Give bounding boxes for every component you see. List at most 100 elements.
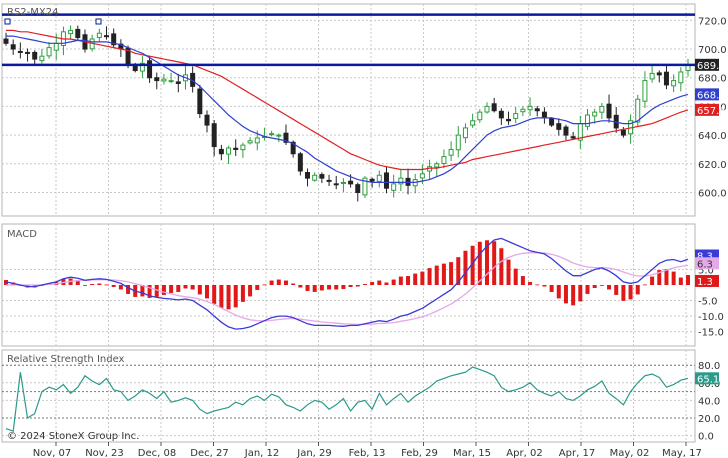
candle-body [534,108,540,112]
macd-axis-tick-label: -10.0 [698,312,724,323]
line-handle-right[interactable] [95,18,102,25]
rsi-value-tag: 65.1 [697,374,719,385]
candle-body [348,180,354,185]
candle-body [218,148,224,155]
x-tick-label: Dec, 08 [138,448,176,458]
price-axis-tick-label: 640.0 [698,131,727,142]
histogram-value-tag-bg [695,274,719,287]
candle-body [642,80,648,102]
macd-histogram-bar [506,259,511,285]
moving-average-slow-line [6,29,689,171]
macd-histogram-bar [197,285,202,295]
macd-histogram-bar [585,285,590,294]
candle-body [527,105,533,111]
macd-histogram-bar [341,285,346,289]
macd-histogram-bar [449,262,454,285]
macd-axis-tick-label: -15.0 [698,328,724,339]
candle-body [663,71,669,86]
macd-histogram-bar [441,263,446,285]
macd-histogram-bar [176,285,181,292]
candle-body [498,110,504,119]
macd-histogram-bar [528,282,533,285]
candle-body [635,98,641,123]
x-tick-label: Nov, 07 [33,448,72,458]
candle-body [678,71,684,84]
macd-histogram-bar [370,282,375,285]
macd-histogram-bar [111,285,116,287]
ma-fast-tag: 668.4 [697,90,726,101]
macd-histogram-bar [262,284,267,286]
candle-body [491,103,497,112]
candle-body [599,105,605,113]
macd-histogram-bar [642,284,647,286]
candle-body [477,111,483,121]
histogram-value-tag: 1.3 [697,277,713,288]
macd-histogram-bar [161,285,166,295]
macd-histogram-bar [319,285,324,291]
price-axis-tick-label: 700.0 [698,45,727,56]
macd-signal-line [6,252,689,326]
candle-body [656,72,662,76]
x-tick-label: Jan, 29 [296,448,332,458]
candle-body [312,174,318,181]
candle-body [376,174,382,182]
macd-histogram-bar [563,285,568,304]
x-tick-label: May, 17 [662,448,702,458]
candle-body [154,77,160,82]
candle-body [606,103,612,119]
macd-histogram-bar [470,245,475,285]
candle-body [470,120,476,126]
candle-body [649,72,655,80]
macd-histogram-bar [154,285,159,297]
candle-body [419,173,425,179]
macd-histogram-bar [398,276,403,285]
candle-body [513,113,519,119]
candle-body [484,105,490,113]
macd-histogram-bar [118,285,123,290]
ma-slow-tag-bg [695,103,719,116]
macd-histogram-bar [427,268,432,285]
rsi-value-tag-bg [695,372,719,385]
x-tick-label: Apr, 02 [506,448,542,458]
candle-body [340,181,346,184]
macd-histogram-bar [226,285,231,310]
candle-body [75,28,81,39]
candle-body [240,144,246,151]
candle-body [319,174,325,179]
macd-histogram-bar [348,285,353,287]
price-marks [3,25,691,202]
moving-average-fast-line [6,35,689,183]
macd-histogram-bar [219,285,224,308]
x-tick-label: Dec, 27 [190,448,228,458]
line-handle-left[interactable] [4,18,11,25]
macd-histogram-bar [212,285,217,304]
candle-body [455,134,461,151]
candle-body [111,33,117,46]
candle-body [305,172,311,179]
macd-histogram-bar [255,285,260,290]
candle-body [369,178,375,182]
candle-body [506,118,512,122]
ma-slow-tag: 657.6 [697,106,726,117]
macd-histogram-bar [650,276,655,285]
macd-histogram-bar [205,285,210,299]
value-tags: 689.0 668.4 657.6 8.36.3 1.3 65.1 [695,58,726,385]
macd-value-tag: 8.3 [697,252,713,263]
x-tick-label: Nov, 23 [85,448,124,458]
macd-histogram-bar [635,285,640,295]
price-axis-tick-label: 600.0 [698,188,727,199]
candle-body [68,29,74,35]
candle-body [290,141,296,155]
macd-axis-tick-label: -5.0 [698,297,718,308]
macd-histogram-bar [614,285,619,295]
candle-body [434,163,440,168]
candle-body [226,147,232,155]
axis-labels: 600.0620.0640.0660.0680.0700.0720.0-15.0… [33,16,727,458]
macd-histogram-bar [377,280,382,285]
candle-body [204,114,210,126]
candle-body [326,179,332,182]
macd-histogram-bar [492,241,497,285]
symbol-label: RS2-MX24 [7,7,58,18]
candle-body [168,80,174,83]
macd-histogram-bar [542,285,547,287]
